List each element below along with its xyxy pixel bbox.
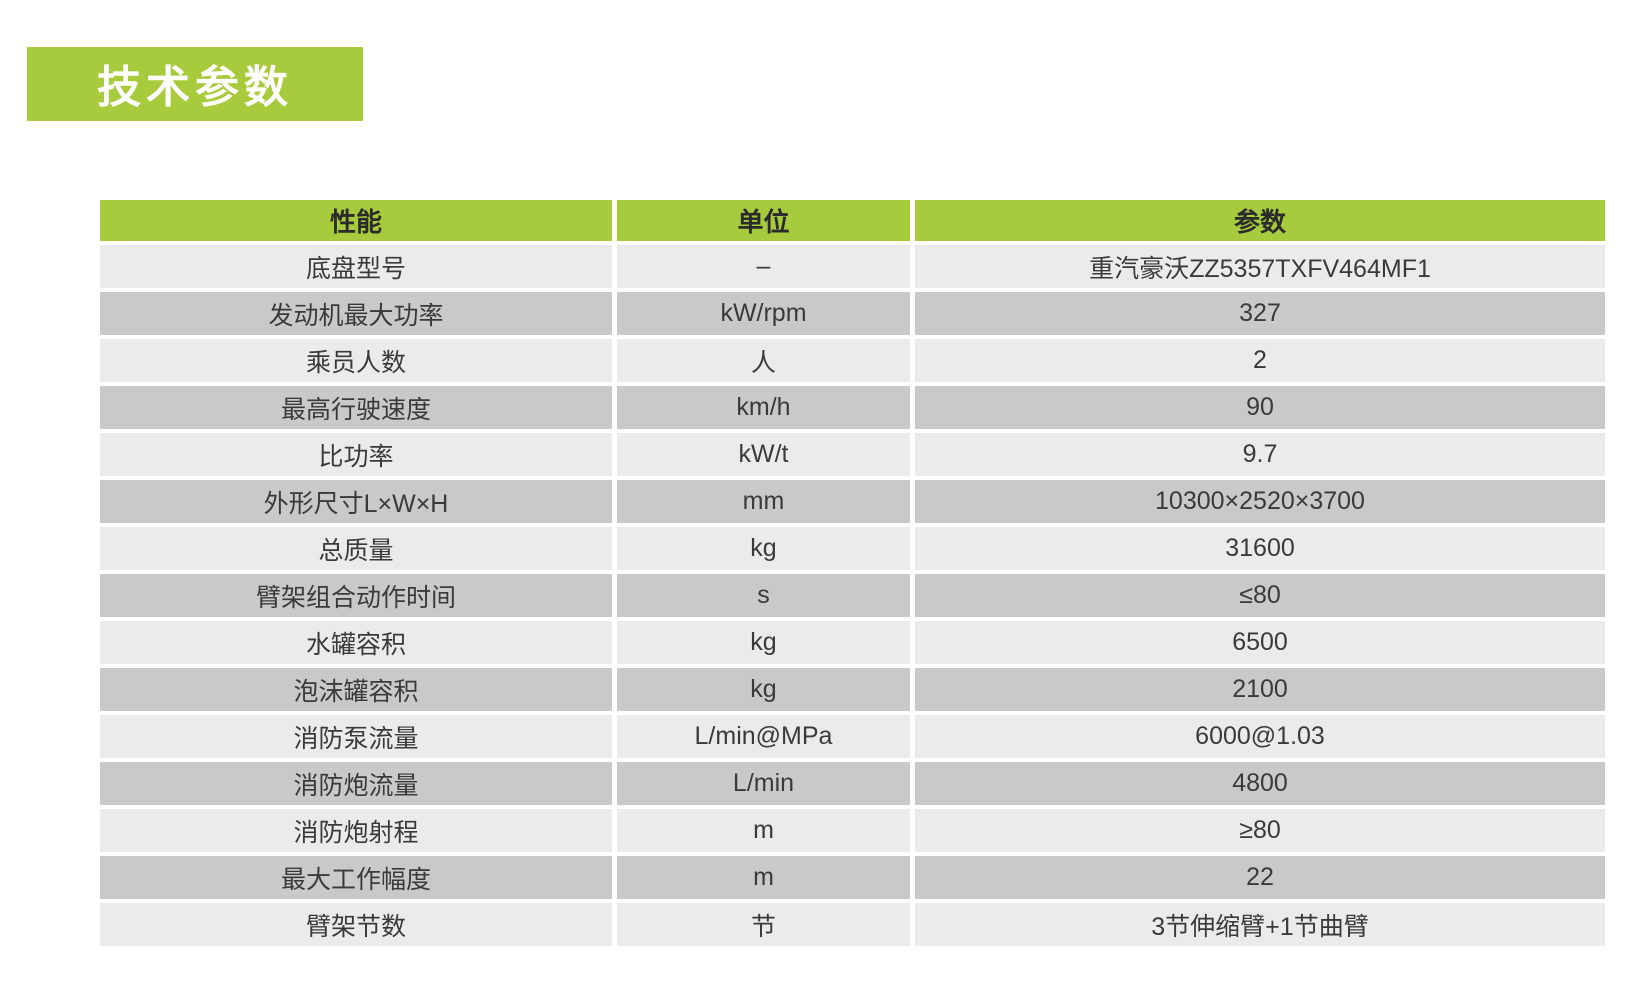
spec-value: 327 (915, 292, 1605, 335)
spec-unit: mm (617, 480, 910, 523)
table-row: 臂架节数 节 3节伸缩臂+1节曲臂 (100, 903, 1605, 946)
column-header-parameter: 参数 (915, 200, 1605, 241)
spec-value: ≤80 (915, 574, 1605, 617)
spec-unit: km/h (617, 386, 910, 429)
spec-unit: m (617, 856, 910, 899)
spec-name: 最大工作幅度 (100, 856, 612, 899)
spec-name: 外形尺寸L×W×H (100, 480, 612, 523)
spec-unit: L/min (617, 762, 910, 805)
column-header-unit: 单位 (617, 200, 910, 241)
table-row: 消防泵流量 L/min@MPa 6000@1.03 (100, 715, 1605, 758)
spec-unit: L/min@MPa (617, 715, 910, 758)
spec-value: 2100 (915, 668, 1605, 711)
spec-unit: m (617, 809, 910, 852)
table-row: 最大工作幅度 m 22 (100, 856, 1605, 899)
table-row: 乘员人数 人 2 (100, 339, 1605, 382)
spec-name: 消防炮射程 (100, 809, 612, 852)
spec-value: 31600 (915, 527, 1605, 570)
spec-name: 泡沫罐容积 (100, 668, 612, 711)
table-row: 水罐容积 kg 6500 (100, 621, 1605, 664)
table-row: 底盘型号 – 重汽豪沃ZZ5357TXFV464MF1 (100, 245, 1605, 288)
spec-value: 4800 (915, 762, 1605, 805)
section-title-banner: 技术参数 (27, 47, 363, 121)
spec-unit: kg (617, 621, 910, 664)
spec-name: 发动机最大功率 (100, 292, 612, 335)
spec-unit: 节 (617, 903, 910, 946)
table-row: 比功率 kW/t 9.7 (100, 433, 1605, 476)
spec-name: 消防炮流量 (100, 762, 612, 805)
spec-name: 消防泵流量 (100, 715, 612, 758)
spec-name: 乘员人数 (100, 339, 612, 382)
spec-value: 10300×2520×3700 (915, 480, 1605, 523)
table-row: 最高行驶速度 km/h 90 (100, 386, 1605, 429)
spec-unit: 人 (617, 339, 910, 382)
spec-unit: kg (617, 527, 910, 570)
spec-name: 水罐容积 (100, 621, 612, 664)
column-header-performance: 性能 (100, 200, 612, 241)
spec-unit: s (617, 574, 910, 617)
table-row: 臂架组合动作时间 s ≤80 (100, 574, 1605, 617)
spec-name: 底盘型号 (100, 245, 612, 288)
spec-name: 比功率 (100, 433, 612, 476)
spec-value: 6500 (915, 621, 1605, 664)
spec-name: 总质量 (100, 527, 612, 570)
spec-value: 2 (915, 339, 1605, 382)
spec-name: 臂架组合动作时间 (100, 574, 612, 617)
spec-unit: – (617, 245, 910, 288)
spec-unit: kW/t (617, 433, 910, 476)
table-row: 发动机最大功率 kW/rpm 327 (100, 292, 1605, 335)
table-header-row: 性能 单位 参数 (100, 200, 1605, 241)
table-row: 消防炮射程 m ≥80 (100, 809, 1605, 852)
spec-value: 9.7 (915, 433, 1605, 476)
spec-value: 3节伸缩臂+1节曲臂 (915, 903, 1605, 946)
spec-value: 6000@1.03 (915, 715, 1605, 758)
spec-table: 性能 单位 参数 底盘型号 – 重汽豪沃ZZ5357TXFV464MF1 发动机… (100, 200, 1605, 946)
spec-name: 最高行驶速度 (100, 386, 612, 429)
spec-unit: kW/rpm (617, 292, 910, 335)
spec-value: ≥80 (915, 809, 1605, 852)
spec-value: 重汽豪沃ZZ5357TXFV464MF1 (915, 245, 1605, 288)
spec-value: 22 (915, 856, 1605, 899)
table-row: 消防炮流量 L/min 4800 (100, 762, 1605, 805)
spec-unit: kg (617, 668, 910, 711)
table-row: 泡沫罐容积 kg 2100 (100, 668, 1605, 711)
spec-name: 臂架节数 (100, 903, 612, 946)
section-title: 技术参数 (97, 63, 293, 112)
table-row: 总质量 kg 31600 (100, 527, 1605, 570)
spec-value: 90 (915, 386, 1605, 429)
table-row: 外形尺寸L×W×H mm 10300×2520×3700 (100, 480, 1605, 523)
